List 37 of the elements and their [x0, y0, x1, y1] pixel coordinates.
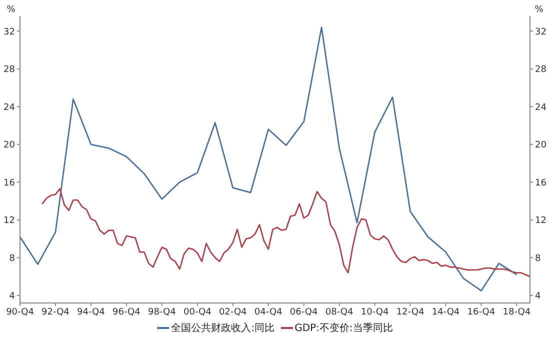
x-tick-label: 08-Q4	[325, 307, 354, 318]
y2-tick-label: 32	[535, 27, 546, 38]
y2-tick-label: 4	[535, 292, 541, 302]
legend-label: 全国公共财政收入:同比	[171, 322, 275, 335]
x-tick-label: 00-Q4	[183, 307, 212, 318]
y2-tick-label: 20	[535, 140, 547, 151]
y2-tick-label: 24	[535, 102, 547, 113]
y2-axis-title: %	[534, 5, 544, 15]
x-tick-label: 02-Q4	[218, 307, 248, 318]
y-tick-label: 4	[9, 292, 16, 302]
x-tick-label: 92-Q4	[42, 307, 70, 318]
y-tick-label: 32	[4, 27, 15, 38]
y-tick-label: 20	[4, 140, 16, 151]
x-tick-label: 96-Q4	[112, 307, 141, 318]
x-tick-label: 90-Q4	[6, 307, 34, 318]
y-tick-label: 28	[4, 65, 16, 76]
y2-tick-label: 16	[535, 178, 547, 188]
x-tick-label: 98-Q4	[148, 307, 176, 318]
x-tick-label: 06-Q4	[290, 307, 318, 318]
x-tick-label: 16-Q4	[467, 307, 496, 318]
line-series	[20, 26, 518, 292]
line-series	[41, 188, 530, 278]
y2-tick-label: 28	[535, 65, 547, 76]
y-tick-label: 16	[4, 178, 16, 188]
x-tick-label: 10-Q4	[360, 307, 389, 318]
y2-tick-label: 8	[535, 254, 541, 264]
x-tick-label: 14-Q4	[432, 307, 460, 318]
y-tick-label: 24	[4, 102, 16, 113]
y-axis-title: %	[6, 5, 16, 15]
y-tick-label: 8	[9, 254, 16, 264]
legend-label: GDP:不变价:当季同比	[294, 322, 393, 335]
x-tick-label: 12-Q4	[396, 307, 424, 318]
y-tick-label: 12	[4, 216, 15, 226]
x-tick-label: 04-Q4	[254, 307, 283, 318]
x-tick-label: 94-Q4	[77, 307, 106, 318]
x-tick-label: 18-Q4	[502, 307, 531, 318]
y2-tick-label: 12	[535, 216, 546, 226]
